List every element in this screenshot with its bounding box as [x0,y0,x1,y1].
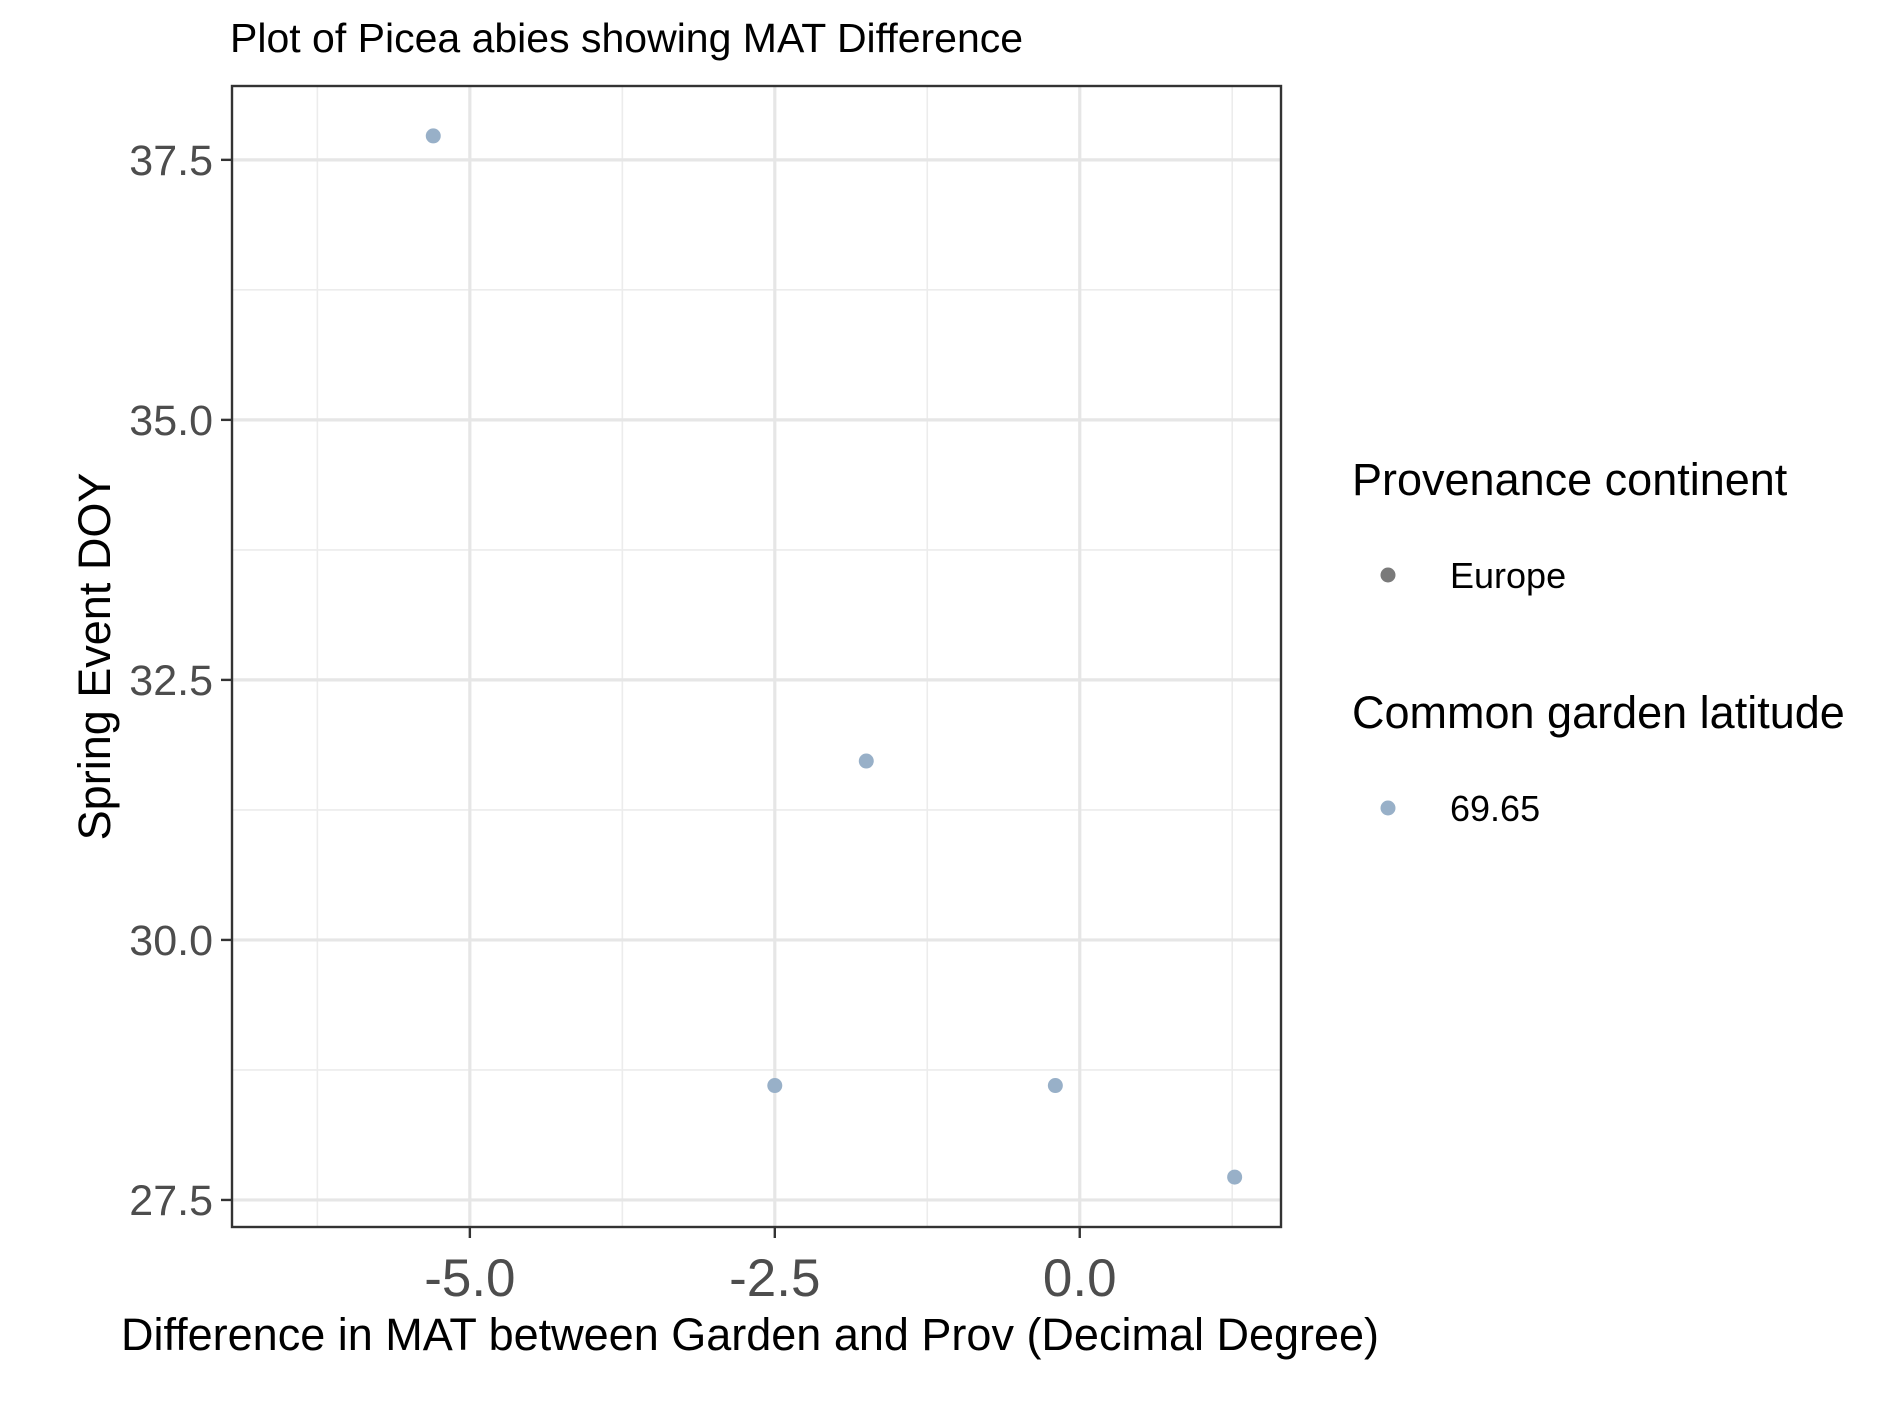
x-axis-title: Difference in MAT between Garden and Pro… [121,1309,1379,1360]
y-tick-label-2: 32.5 [129,657,213,705]
legend-key-0-0 [1380,567,1396,583]
legend-label-1-0: 69.65 [1450,788,1540,829]
axis-ticks [221,158,1081,1238]
y-tick-label-0: 27.5 [129,1177,213,1225]
plot-panel-border [230,84,1283,1229]
data-point-0-4 [1227,1169,1243,1185]
legend-label-0-0: Europe [1450,555,1566,596]
data-point-0-1 [858,753,874,769]
y-tick-label-4: 37.5 [129,137,213,185]
x-tick-label-2: 0.0 [1043,1249,1117,1308]
data-points [425,128,1243,1185]
y-axis-title: Spring Event DOY [69,473,120,841]
y-tick-label-3: 35.0 [129,397,213,445]
y-tick-label-1: 30.0 [129,917,213,965]
grid-minor [232,86,1281,1227]
x-tick-label-0: -5.0 [424,1249,515,1308]
data-point-0-2 [767,1078,783,1094]
chart-title: Plot of Picea abies showing MAT Differen… [230,15,1023,61]
data-point-0-3 [1047,1078,1063,1094]
legend-key-1-0 [1380,800,1396,816]
data-point-0-0 [425,128,441,144]
legend-title-0: Provenance continent [1352,454,1788,505]
x-tick-label-1: -2.5 [729,1249,820,1308]
grid-major [232,86,1281,1227]
legend: Provenance continent Europe Common garden … [1352,454,1845,829]
legend-title-1: Common garden latitude [1352,687,1845,738]
tick-labels: -5.0 -2.5 0.0 27.5 30.0 32.5 35.0 37.5 [129,137,1116,1308]
